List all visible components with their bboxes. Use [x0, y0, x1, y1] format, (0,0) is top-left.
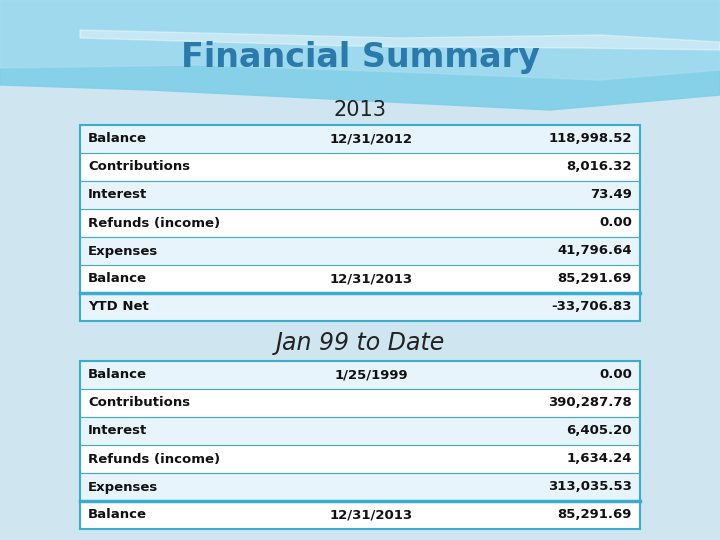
Text: 73.49: 73.49 — [590, 188, 632, 201]
Bar — [80, 181, 640, 209]
Text: 0.00: 0.00 — [599, 217, 632, 230]
Text: 12/31/2013: 12/31/2013 — [330, 509, 413, 522]
Bar — [80, 125, 640, 321]
Polygon shape — [80, 30, 720, 50]
Text: Balance: Balance — [88, 368, 147, 381]
Polygon shape — [0, 0, 720, 80]
Text: 313,035.53: 313,035.53 — [548, 481, 632, 494]
Text: 8,016.32: 8,016.32 — [567, 160, 632, 173]
Text: 12/31/2013: 12/31/2013 — [330, 273, 413, 286]
Text: 1,634.24: 1,634.24 — [567, 453, 632, 465]
Text: 0.00: 0.00 — [599, 368, 632, 381]
Bar — [80, 473, 640, 501]
Text: Jan 99 to Date: Jan 99 to Date — [275, 331, 445, 355]
Text: 85,291.69: 85,291.69 — [557, 509, 632, 522]
Text: 12/31/2012: 12/31/2012 — [330, 132, 413, 145]
Text: 41,796.64: 41,796.64 — [557, 245, 632, 258]
Bar — [80, 361, 640, 389]
Bar — [80, 293, 640, 321]
Bar — [80, 153, 640, 181]
Bar — [80, 237, 640, 265]
Text: Interest: Interest — [88, 424, 148, 437]
Bar — [80, 209, 640, 237]
Text: Balance: Balance — [88, 132, 147, 145]
Bar — [80, 125, 640, 153]
Polygon shape — [0, 0, 720, 110]
Text: 2013: 2013 — [333, 100, 387, 120]
Text: Interest: Interest — [88, 188, 148, 201]
Text: Contributions: Contributions — [88, 160, 190, 173]
Text: 390,287.78: 390,287.78 — [548, 396, 632, 409]
Text: Refunds (income): Refunds (income) — [88, 217, 220, 230]
Text: Contributions: Contributions — [88, 396, 190, 409]
Text: YTD Net: YTD Net — [88, 300, 149, 314]
Text: 85,291.69: 85,291.69 — [557, 273, 632, 286]
Bar — [80, 445, 640, 473]
Bar — [80, 361, 640, 529]
Text: Financial Summary: Financial Summary — [181, 42, 539, 75]
Bar — [80, 501, 640, 529]
Text: Expenses: Expenses — [88, 481, 158, 494]
Text: Balance: Balance — [88, 509, 147, 522]
Text: 1/25/1999: 1/25/1999 — [334, 368, 408, 381]
Text: Expenses: Expenses — [88, 245, 158, 258]
Text: 118,998.52: 118,998.52 — [549, 132, 632, 145]
Bar — [80, 417, 640, 445]
Text: 6,405.20: 6,405.20 — [567, 424, 632, 437]
Bar — [80, 265, 640, 293]
Bar — [80, 389, 640, 417]
Text: Refunds (income): Refunds (income) — [88, 453, 220, 465]
Text: -33,706.83: -33,706.83 — [552, 300, 632, 314]
Text: Balance: Balance — [88, 273, 147, 286]
